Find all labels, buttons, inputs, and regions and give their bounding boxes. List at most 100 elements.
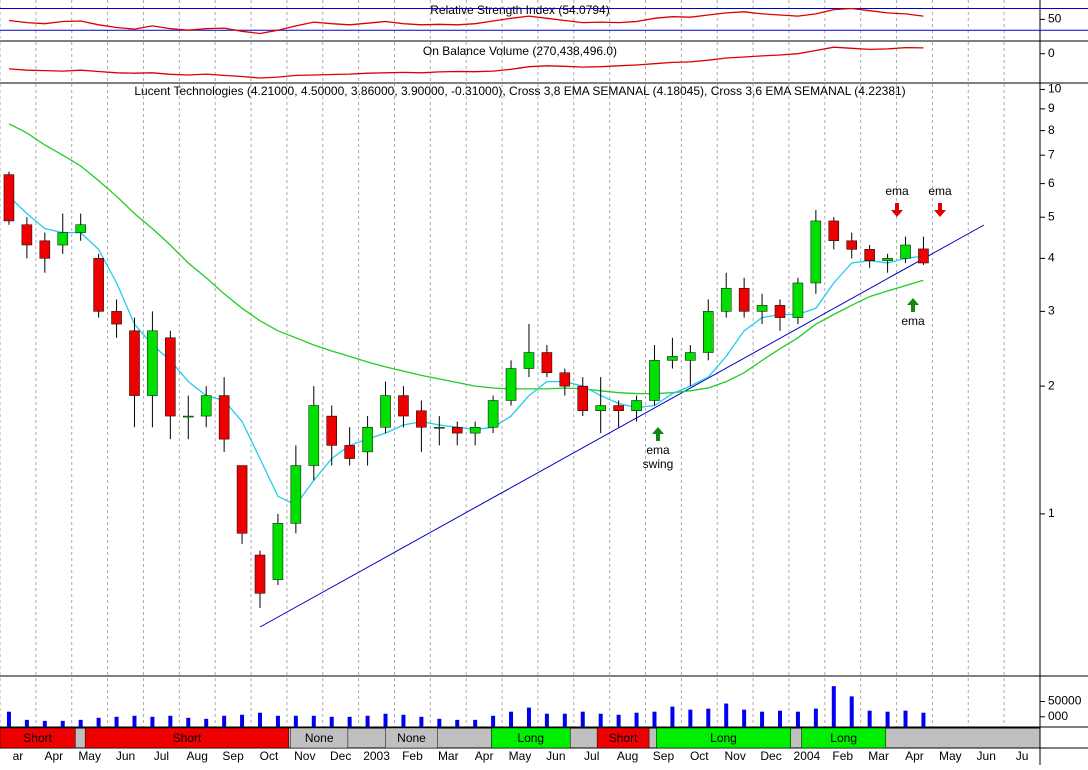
volume-bar — [132, 715, 137, 727]
volume-bar — [96, 717, 101, 727]
candle-body — [326, 415, 337, 446]
x-tick-label: Feb — [832, 749, 853, 763]
volume-bar — [778, 710, 782, 727]
candle-body — [774, 305, 786, 318]
y-tick-label: 0 — [1048, 46, 1055, 60]
volume-bar — [813, 708, 818, 727]
trend-line — [259, 224, 985, 628]
month-grid — [0, 0, 1005, 727]
y-tick-label: 7 — [1048, 147, 1055, 161]
rsi-title: Relative Strength Index (54.0794) — [430, 3, 609, 17]
candle-body — [200, 395, 212, 417]
candle-body — [505, 368, 517, 401]
candle-body — [218, 395, 230, 440]
volume-bar — [240, 714, 245, 727]
candle-body — [272, 523, 284, 580]
y-tick-label: 4 — [1048, 251, 1055, 265]
candle-body — [111, 311, 122, 325]
candle-body — [523, 352, 535, 369]
x-tick-label: May — [78, 749, 101, 763]
candle-body — [380, 395, 391, 428]
x-tick-label: Apr — [475, 749, 494, 763]
candle-body — [559, 372, 571, 387]
volume-bar — [795, 711, 800, 727]
signal-segment — [656, 727, 792, 749]
candle-body — [129, 330, 140, 396]
candle-body — [864, 249, 875, 261]
volume-bar — [222, 715, 227, 727]
volume-bar — [437, 718, 442, 727]
candle-body — [93, 258, 104, 312]
candle-body — [541, 352, 553, 374]
candle-body — [416, 410, 427, 428]
y-tick-label: 5 — [1048, 209, 1055, 223]
volume-bar — [78, 719, 83, 727]
candle-body — [57, 232, 69, 246]
signal-segment — [491, 727, 571, 749]
series-line — [8, 195, 924, 506]
volume-bar — [383, 713, 388, 727]
volume-bar — [670, 706, 675, 727]
series-line — [8, 46, 924, 79]
volume-bar — [903, 710, 908, 727]
candle-body — [75, 224, 86, 233]
x-tick-label: May — [939, 749, 962, 763]
candle-body — [882, 258, 893, 261]
volume-bar — [258, 712, 262, 727]
annotation: swing — [643, 457, 674, 471]
volume-bar — [562, 713, 567, 727]
candle-body — [3, 174, 15, 222]
y-tick-label: 10 — [1048, 82, 1062, 96]
price-title: Lucent Technologies (4.21000, 4.50000, 3… — [134, 84, 905, 98]
volume-bar — [849, 696, 854, 727]
candle-body — [21, 224, 33, 246]
signal-segment — [84, 727, 289, 749]
x-tick-label: Jul — [584, 749, 599, 763]
volume-bar — [150, 716, 155, 727]
signal-segment — [290, 727, 349, 749]
y-tick-label: 000 — [1048, 709, 1068, 723]
arrow — [907, 298, 919, 312]
annotation: ema — [646, 443, 670, 457]
arrow — [934, 203, 946, 217]
y-tick-label: 8 — [1048, 123, 1055, 137]
x-tick-label: Aug — [187, 749, 208, 763]
volume-bar — [24, 719, 29, 727]
x-tick-label: Oct — [260, 749, 279, 763]
volume-bar — [6, 711, 11, 727]
arrow — [652, 427, 664, 441]
y-tick-label: 50000 — [1048, 694, 1082, 708]
candle-body — [254, 554, 266, 594]
volume-bar — [652, 711, 657, 727]
signal-label: None — [397, 731, 426, 745]
signal-segment — [385, 727, 438, 749]
x-tick-label: Mar — [438, 749, 459, 763]
volume-bar — [526, 707, 531, 727]
volume-bar — [455, 719, 460, 727]
volume-bar — [419, 716, 424, 727]
volume-bar — [580, 711, 585, 727]
volume-bar — [688, 709, 693, 727]
candle-body — [649, 360, 660, 401]
obv-title: On Balance Volume (270,438,496.0) — [423, 44, 617, 58]
candle-body — [398, 395, 409, 417]
volume-bar — [347, 716, 352, 727]
signal-label: Short — [173, 731, 202, 745]
x-tick-label: Sep — [653, 749, 675, 763]
candle-body — [900, 244, 911, 259]
candle-body — [469, 426, 481, 434]
x-tick-label: Ju — [1016, 749, 1029, 763]
volume-bar — [275, 715, 280, 727]
volume-bar — [60, 720, 65, 727]
candle-body — [720, 288, 732, 312]
volume-bar — [293, 715, 298, 727]
candle-body — [183, 415, 194, 418]
volume-bar — [885, 711, 890, 727]
y-tick-label: 9 — [1048, 101, 1055, 115]
volume-bar — [491, 715, 496, 727]
x-tick-label: Oct — [690, 749, 709, 763]
signal-segment — [596, 727, 650, 749]
candle-body — [290, 465, 302, 524]
candle-body — [685, 352, 696, 361]
volume-bar — [365, 715, 370, 727]
